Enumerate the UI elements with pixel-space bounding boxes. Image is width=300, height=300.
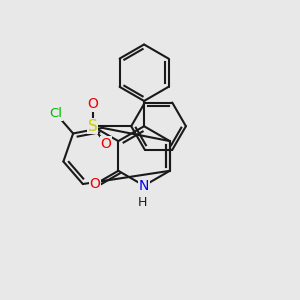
Text: O: O xyxy=(89,178,100,191)
Text: N: N xyxy=(139,179,149,193)
Text: H: H xyxy=(138,196,147,208)
Text: Cl: Cl xyxy=(50,107,62,120)
Text: O: O xyxy=(87,97,98,111)
Text: S: S xyxy=(88,119,98,134)
Text: O: O xyxy=(100,137,111,151)
